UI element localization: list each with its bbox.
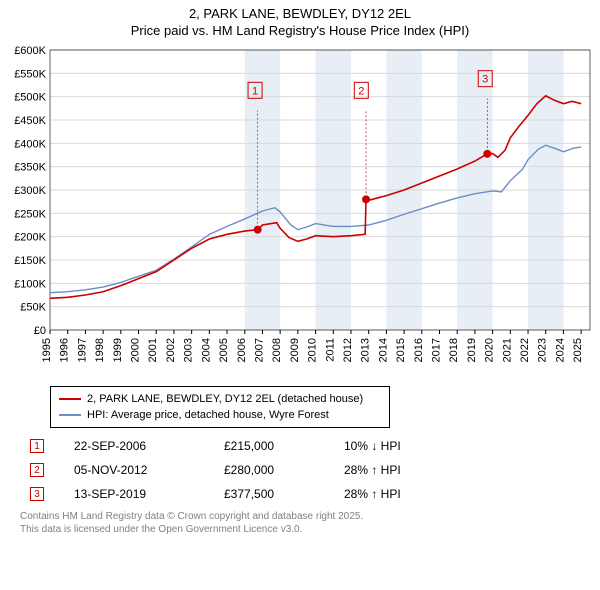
x-tick-label: 2012 (342, 338, 354, 362)
title-address: 2, PARK LANE, BEWDLEY, DY12 2EL (0, 6, 600, 21)
x-tick-label: 1998 (94, 338, 106, 362)
table-row: 3 13-SEP-2019£377,50028% ↑ HPI (30, 482, 600, 506)
y-tick-label: £600K (14, 45, 46, 57)
tx-diff: 28% ↑ HPI (344, 463, 464, 477)
x-tick-label: 2017 (431, 338, 443, 362)
y-tick-label: £0 (34, 325, 46, 337)
tx-date: 05-NOV-2012 (74, 463, 224, 477)
x-tick-label: 2015 (395, 338, 407, 362)
y-tick-label: £550K (14, 68, 46, 80)
y-tick-label: £100K (14, 278, 46, 290)
table-row: 2 05-NOV-2012£280,00028% ↑ HPI (30, 458, 600, 482)
price-chart: £0 £50K £100K £150K £200K £250K £300K £350K £400… (0, 40, 600, 380)
x-tick-label: 1995 (41, 338, 53, 362)
y-tick-label: £400K (14, 138, 46, 150)
x-tick-label: 2010 (307, 338, 319, 362)
legend-swatch (59, 398, 81, 400)
x-tick-label: 2004 (200, 338, 212, 362)
legend-item: 2, PARK LANE, BEWDLEY, DY12 2EL (detache… (59, 391, 381, 407)
legend-swatch (59, 414, 81, 416)
tx-price: £215,000 (224, 439, 344, 453)
x-tick-label: 2023 (537, 338, 549, 362)
x-tick-label: 2007 (253, 338, 265, 362)
attribution: Contains HM Land Registry data © Crown c… (20, 510, 600, 536)
tx-diff: 28% ↑ HPI (344, 487, 464, 501)
x-tick-label: 2016 (413, 338, 425, 362)
transactions-table: 1 22-SEP-2006£215,00010% ↓ HPI 2 05-NOV-201… (30, 434, 600, 506)
tx-index-box: 1 (30, 439, 44, 453)
legend-label: HPI: Average price, detached house, Wyre… (87, 409, 329, 421)
y-tick-label: £250K (14, 208, 46, 220)
y-tick-label: £200K (14, 232, 46, 244)
y-tick-label: £350K (14, 162, 46, 174)
tx-marker-point (362, 195, 370, 203)
chart-area: £0 £50K £100K £150K £200K £250K £300K £350K £400… (0, 40, 600, 380)
x-tick-label: 2013 (360, 338, 372, 362)
tx-date: 22-SEP-2006 (74, 439, 224, 453)
x-tick-label: 2006 (236, 338, 248, 362)
x-tick-label: 1996 (59, 338, 71, 362)
x-tick-label: 2020 (484, 338, 496, 362)
x-tick-label: 1997 (76, 338, 88, 362)
x-tick-label: 2003 (183, 338, 195, 362)
x-tick-label: 2008 (271, 338, 283, 362)
tx-diff: 10% ↓ HPI (344, 439, 464, 453)
footer-line1: Contains HM Land Registry data © Crown c… (20, 510, 600, 523)
chart-titles: 2, PARK LANE, BEWDLEY, DY12 2EL Price pa… (0, 0, 600, 40)
tx-callout-num: 2 (358, 85, 364, 97)
legend-label: 2, PARK LANE, BEWDLEY, DY12 2EL (detache… (87, 393, 363, 405)
x-tick-label: 2011 (324, 338, 336, 362)
tx-callout-num: 1 (252, 85, 258, 97)
tx-date: 13-SEP-2019 (74, 487, 224, 501)
x-tick-label: 2002 (165, 338, 177, 362)
tx-price: £377,500 (224, 487, 344, 501)
x-tick-label: 1999 (112, 338, 124, 362)
footer-line2: This data is licensed under the Open Gov… (20, 523, 600, 536)
table-row: 1 22-SEP-2006£215,00010% ↓ HPI (30, 434, 600, 458)
legend: 2, PARK LANE, BEWDLEY, DY12 2EL (detache… (50, 386, 390, 428)
y-tick-label: £50K (20, 302, 46, 314)
page: 2, PARK LANE, BEWDLEY, DY12 2EL Price pa… (0, 0, 600, 536)
tx-callout-num: 3 (482, 74, 488, 86)
x-tick-label: 2005 (218, 338, 230, 362)
tx-index-box: 3 (30, 487, 44, 501)
tx-price: £280,000 (224, 463, 344, 477)
x-tick-label: 2009 (289, 338, 301, 362)
y-tick-label: £450K (14, 115, 46, 127)
legend-item: HPI: Average price, detached house, Wyre… (59, 407, 381, 423)
x-tick-label: 2001 (147, 338, 159, 362)
x-tick-label: 2021 (501, 338, 513, 362)
x-tick-label: 2019 (466, 338, 478, 362)
tx-marker-point (483, 150, 491, 158)
y-tick-label: £150K (14, 255, 46, 267)
x-tick-label: 2024 (554, 338, 566, 362)
y-tick-label: £500K (14, 92, 46, 104)
x-tick-label: 2000 (130, 338, 142, 362)
title-subtitle: Price paid vs. HM Land Registry's House … (0, 23, 600, 38)
tx-marker-point (254, 226, 262, 234)
tx-index-box: 2 (30, 463, 44, 477)
x-tick-label: 2022 (519, 338, 531, 362)
x-tick-label: 2025 (572, 338, 584, 362)
y-tick-label: £300K (14, 185, 46, 197)
x-tick-label: 2014 (377, 338, 389, 362)
x-tick-label: 2018 (448, 338, 460, 362)
